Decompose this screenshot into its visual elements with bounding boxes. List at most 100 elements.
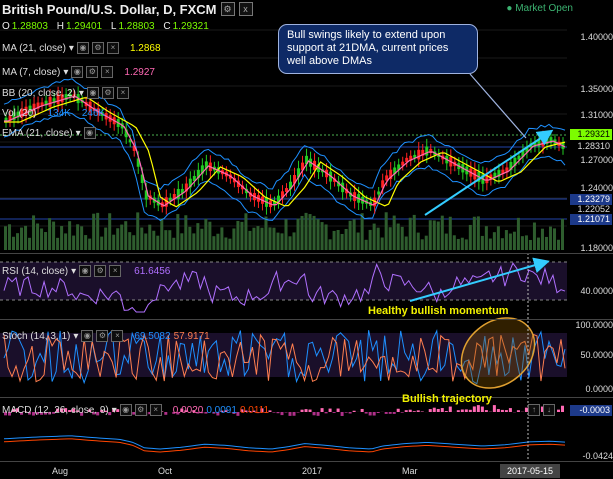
pane-divider[interactable] xyxy=(0,397,613,398)
volume-bar xyxy=(48,218,52,250)
indicator-ma21[interactable]: MA (21, close) ▾ ◉ ⚙ × 1.2868 xyxy=(2,42,161,54)
volume-bar xyxy=(364,239,368,250)
pane-divider[interactable] xyxy=(0,253,613,254)
close-icon[interactable]: × xyxy=(106,42,119,54)
close-icon[interactable]: × xyxy=(111,330,124,342)
eye-icon[interactable]: ◉ xyxy=(119,404,132,416)
macd-histogram-bar xyxy=(52,412,56,414)
candle-body xyxy=(200,165,204,174)
candle-body xyxy=(397,164,401,170)
price-tag: 1.28310 xyxy=(577,141,610,151)
macd-histogram-bar xyxy=(472,406,476,412)
close-icon[interactable]: x xyxy=(238,2,253,16)
vol-label[interactable]: Vol (20) xyxy=(2,108,37,119)
close-icon[interactable]: × xyxy=(109,265,122,277)
volume-bar xyxy=(268,227,272,250)
ema-label[interactable]: EMA (21, close) xyxy=(2,127,73,139)
stoch-label[interactable]: Stoch (14, 3, 1) xyxy=(2,330,71,342)
macd-histogram-bar xyxy=(376,412,380,414)
macd-histogram-bar xyxy=(308,409,312,412)
callout-pointer xyxy=(469,73,527,139)
rsi-label[interactable]: RSI (14, close) xyxy=(2,265,69,277)
indicator-rsi[interactable]: RSI (14, close) ▾ ◉ ⚙ × 61.6456 xyxy=(2,265,170,277)
volume-bar xyxy=(56,237,60,250)
rsi-value: 61.6456 xyxy=(134,265,171,277)
eye-icon[interactable]: ◉ xyxy=(71,66,84,78)
dropdown-icon: ▾ xyxy=(68,42,74,54)
macd-histogram-bar xyxy=(404,410,408,412)
macd-label[interactable]: MACD (12, 26, close, 9) xyxy=(2,404,109,416)
indicator-bb[interactable]: BB (20, close, 2) ▾ ◉ ⚙ × xyxy=(2,87,129,99)
candle-body xyxy=(128,139,132,143)
volume-bar xyxy=(456,238,460,250)
gear-icon[interactable]: ⚙ xyxy=(94,265,107,277)
volume-bar xyxy=(396,223,400,250)
settings-icon[interactable]: ⚙ xyxy=(220,2,235,16)
volume-bar xyxy=(500,238,504,250)
volume-bar xyxy=(64,233,68,250)
macd-histogram-bar xyxy=(60,408,64,412)
stoch-tick: 0.0000 xyxy=(585,384,613,394)
macd-histogram-bar xyxy=(196,412,200,414)
symbol-title[interactable]: British Pound/U.S. Dollar, D, FXCM xyxy=(2,1,217,17)
close-icon[interactable]: × xyxy=(149,404,162,416)
ma21-label[interactable]: MA (21, close) xyxy=(2,42,66,54)
macd-histogram-bar xyxy=(420,411,424,412)
macd-signal-value: 0.0111 xyxy=(239,404,270,416)
macd-line xyxy=(3,435,566,450)
macd-histogram-bar xyxy=(256,412,260,414)
macd-histogram-bar xyxy=(400,412,404,413)
gear-icon[interactable]: ⚙ xyxy=(134,404,147,416)
macd-histogram-bar xyxy=(332,412,336,413)
candle-body xyxy=(509,161,513,170)
volume-bar xyxy=(292,232,296,250)
gear-icon[interactable]: ⚙ xyxy=(96,330,109,342)
indicator-vol[interactable]: Vol (20) 134K 246K xyxy=(2,108,105,119)
close-icon[interactable]: × xyxy=(101,66,114,78)
candle-body xyxy=(513,157,517,166)
eye-icon[interactable]: ◉ xyxy=(86,87,99,99)
gear-icon[interactable]: ⚙ xyxy=(101,87,114,99)
ma7-label[interactable]: MA (7, close) xyxy=(2,66,61,78)
x-axis-label: Mar xyxy=(402,466,418,476)
market-status: ● Market Open xyxy=(506,3,573,14)
trajectory-note: Bullish trajectory xyxy=(402,393,492,405)
annotation-arrows xyxy=(409,73,554,302)
indicator-macd[interactable]: MACD (12, 26, close, 9) ▾ ◉ ⚙ × 0.0020 0.00… xyxy=(2,404,269,416)
eye-icon[interactable]: ◉ xyxy=(76,42,89,54)
high-value: 1.29401 xyxy=(65,21,103,32)
indicator-ema[interactable]: EMA (21, close) ▾ ◉ xyxy=(2,127,96,139)
volume-bar xyxy=(16,233,20,250)
indicator-stoch[interactable]: Stoch (14, 3, 1) ▾ ◉ ⚙ × 69.5082 57.9171 xyxy=(2,330,210,342)
pane-up-icon[interactable]: ↑ xyxy=(528,404,540,416)
volume-bar xyxy=(32,215,36,250)
macd-histogram-bar xyxy=(20,412,24,415)
gear-icon[interactable]: ⚙ xyxy=(86,66,99,78)
volume-bar xyxy=(80,226,84,250)
volume-bar xyxy=(444,233,448,250)
candle-body xyxy=(301,162,305,171)
macd-value: 0.0091 xyxy=(206,404,237,416)
macd-histogram-bar xyxy=(316,412,320,416)
eye-icon[interactable]: ◉ xyxy=(81,330,94,342)
chart-header: British Pound/U.S. Dollar, D, FXCM ⚙ x xyxy=(2,0,253,18)
volume-bar xyxy=(264,216,268,250)
close-icon[interactable]: × xyxy=(116,87,129,99)
macd-histogram-bar xyxy=(408,409,412,412)
bb-label[interactable]: BB (20, close, 2) xyxy=(2,87,76,99)
pane-down-icon[interactable]: ↓ xyxy=(543,404,555,416)
eye-icon[interactable]: ◉ xyxy=(83,127,96,139)
pane-divider[interactable] xyxy=(0,461,613,462)
macd-histogram-bar xyxy=(24,411,28,412)
highlight-ellipse xyxy=(460,317,536,389)
eye-icon[interactable]: ◉ xyxy=(79,265,92,277)
macd-histogram-bar xyxy=(244,410,248,412)
candle-body xyxy=(517,155,521,160)
volume-bar xyxy=(24,225,28,250)
volume-bar xyxy=(324,224,328,250)
indicator-ma7[interactable]: MA (7, close) ▾ ◉ ⚙ × 1.2927 xyxy=(2,66,155,78)
gear-icon[interactable]: ⚙ xyxy=(91,42,104,54)
pane-divider[interactable] xyxy=(0,319,613,320)
